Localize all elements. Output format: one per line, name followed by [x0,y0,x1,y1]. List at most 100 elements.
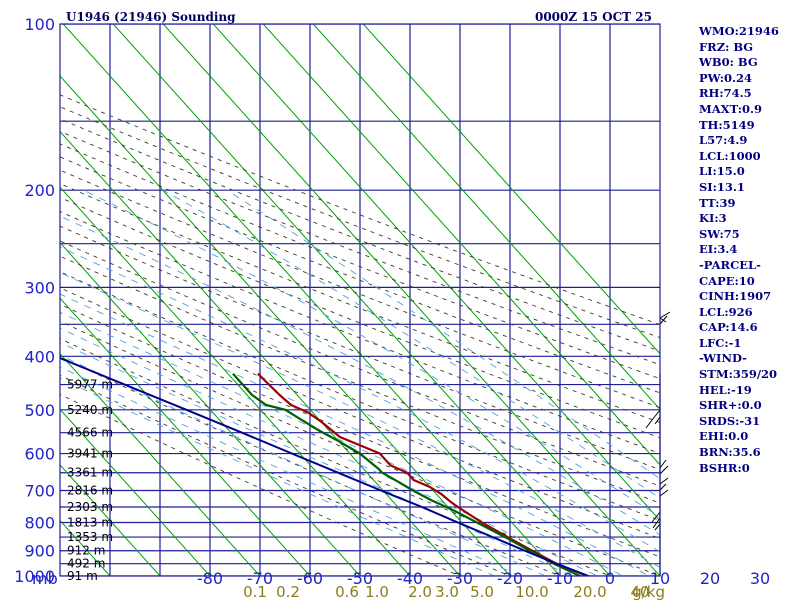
mixing-ratio-label: 2.0 [408,583,432,600]
height-label: 3361 m [67,466,113,480]
height-label: 1813 m [67,516,113,530]
mixing-ratio-label: 1.0 [365,583,389,600]
moist-adiabat [60,366,521,576]
height-label: 4566 m [67,426,113,440]
dry-adiabat [60,303,660,558]
moist-adiabat [162,189,660,499]
moist-adiabat [226,189,660,480]
height-label: 1353 m [67,530,113,544]
dry-adiabat [60,255,660,504]
plot-frame [59,23,661,577]
height-label: 2303 m [67,500,113,514]
temperature-tick-label: 10 [650,569,670,588]
moist-adiabat [60,272,660,569]
temperature-tick-label: -70 [247,569,273,588]
index-line: LCL:1000 [699,148,761,163]
isotherm-line [312,24,660,411]
index-line: TH:5149 [699,117,755,132]
pressure-tick-label: 300 [24,278,55,297]
pressure-tick-label: 900 [24,542,55,561]
pressure-tick-label: 700 [24,482,55,501]
index-line: L57:4.9 [699,133,748,148]
mixing-ratio-label: 0.6 [335,583,359,600]
pressure-tick-label: 500 [24,401,55,420]
isotherm-line [112,24,611,576]
height-label: 492 m [67,557,105,571]
dry-adiabat [60,320,660,576]
dry-adiabat [60,356,562,576]
temperature-tick-label: -60 [297,569,323,588]
isotherm-line [60,464,161,576]
dry-adiabat [60,106,660,339]
pressure-unit-label: mb [32,569,58,588]
height-label: 912 m [67,544,105,558]
index-line: EI:3.4 [699,242,738,257]
parcel-path [60,356,592,576]
dry-adiabat [60,225,660,471]
mixing-ratio-label: 20.0 [573,583,606,600]
index-line: HEL:-19 [699,382,752,397]
station-title: U1946 (21946) Sounding [66,10,236,24]
height-label: 5977 m [67,378,113,392]
index-line: -WIND- [699,351,747,366]
index-line: PW:0.24 [699,70,753,85]
index-line: KI:3 [699,211,727,226]
mixing-ratio-label: 0.1 [243,583,267,600]
pressure-tick-label: 600 [24,445,55,464]
isotherm-line [162,24,660,576]
isotherm-line [262,24,660,466]
height-label: 3941 m [67,447,113,461]
index-line: CAP:14.6 [699,320,758,335]
height-label: 2816 m [67,484,113,498]
index-line: EHI:0.0 [699,429,749,444]
dry-adiabat [60,287,660,539]
pressure-tick-label: 100 [24,15,55,34]
moist-adiabat [60,215,660,536]
index-line: SRDS:-31 [699,413,761,428]
temperature-tick-label: -30 [447,569,473,588]
temperature-tick-label: 20 [700,569,720,588]
isotherm-line [62,24,561,576]
index-line: WMO:21946 [699,24,779,38]
index-line: STM:359/20 [699,367,778,382]
pressure-tick-label: 400 [24,347,55,366]
dry-adiabat [60,271,660,522]
height-label: 5240 m [67,403,113,417]
moist-adiabat [60,311,625,576]
isotherm-line [60,353,261,576]
index-line: SW:75 [699,226,740,241]
index-line: WB0: BG [699,55,758,70]
isotherm-line [212,24,660,522]
wind-barb [659,477,669,497]
dry-adiabat [60,211,660,454]
index-line: -PARCEL- [699,257,761,272]
temperature-tick-label: -80 [197,569,223,588]
pressure-tick-label: 200 [24,181,55,200]
index-line: MAXT:0.9 [699,101,762,116]
pressure-tick-label: 1000 [14,567,55,586]
moist-adiabat [60,293,651,576]
indices-panel: WMO:21946 FRZ: BG WB0: BG PW:0.24 RH:74.5 MAX… [699,24,799,476]
index-line: LFC:-1 [699,335,742,350]
index-line: TT:39 [699,195,736,210]
index-line: SI:13.1 [699,179,745,194]
dry-adiabat [60,118,660,352]
wind-barb [659,311,671,325]
index-line: CINH:1907 [699,289,772,304]
temperature-tick-label: 0 [605,569,615,588]
moist-adiabat [60,341,573,576]
temperature-tick-label: -50 [347,569,373,588]
mixing-ratio-label: 5.0 [470,583,494,600]
dry-adiabat [60,374,512,576]
index-line: BRN:35.6 [699,445,761,460]
index-line: RH:74.5 [699,86,752,101]
index-line: BSHR:0 [699,460,750,475]
mixing-ratio-label: 0.2 [276,583,300,600]
index-line: FRZ: BG [699,39,754,54]
dry-adiabat [60,169,660,409]
mixing-ratio-label: 40 [630,583,649,600]
isotherm-line [60,75,511,576]
index-line: LCL:926 [699,304,753,319]
